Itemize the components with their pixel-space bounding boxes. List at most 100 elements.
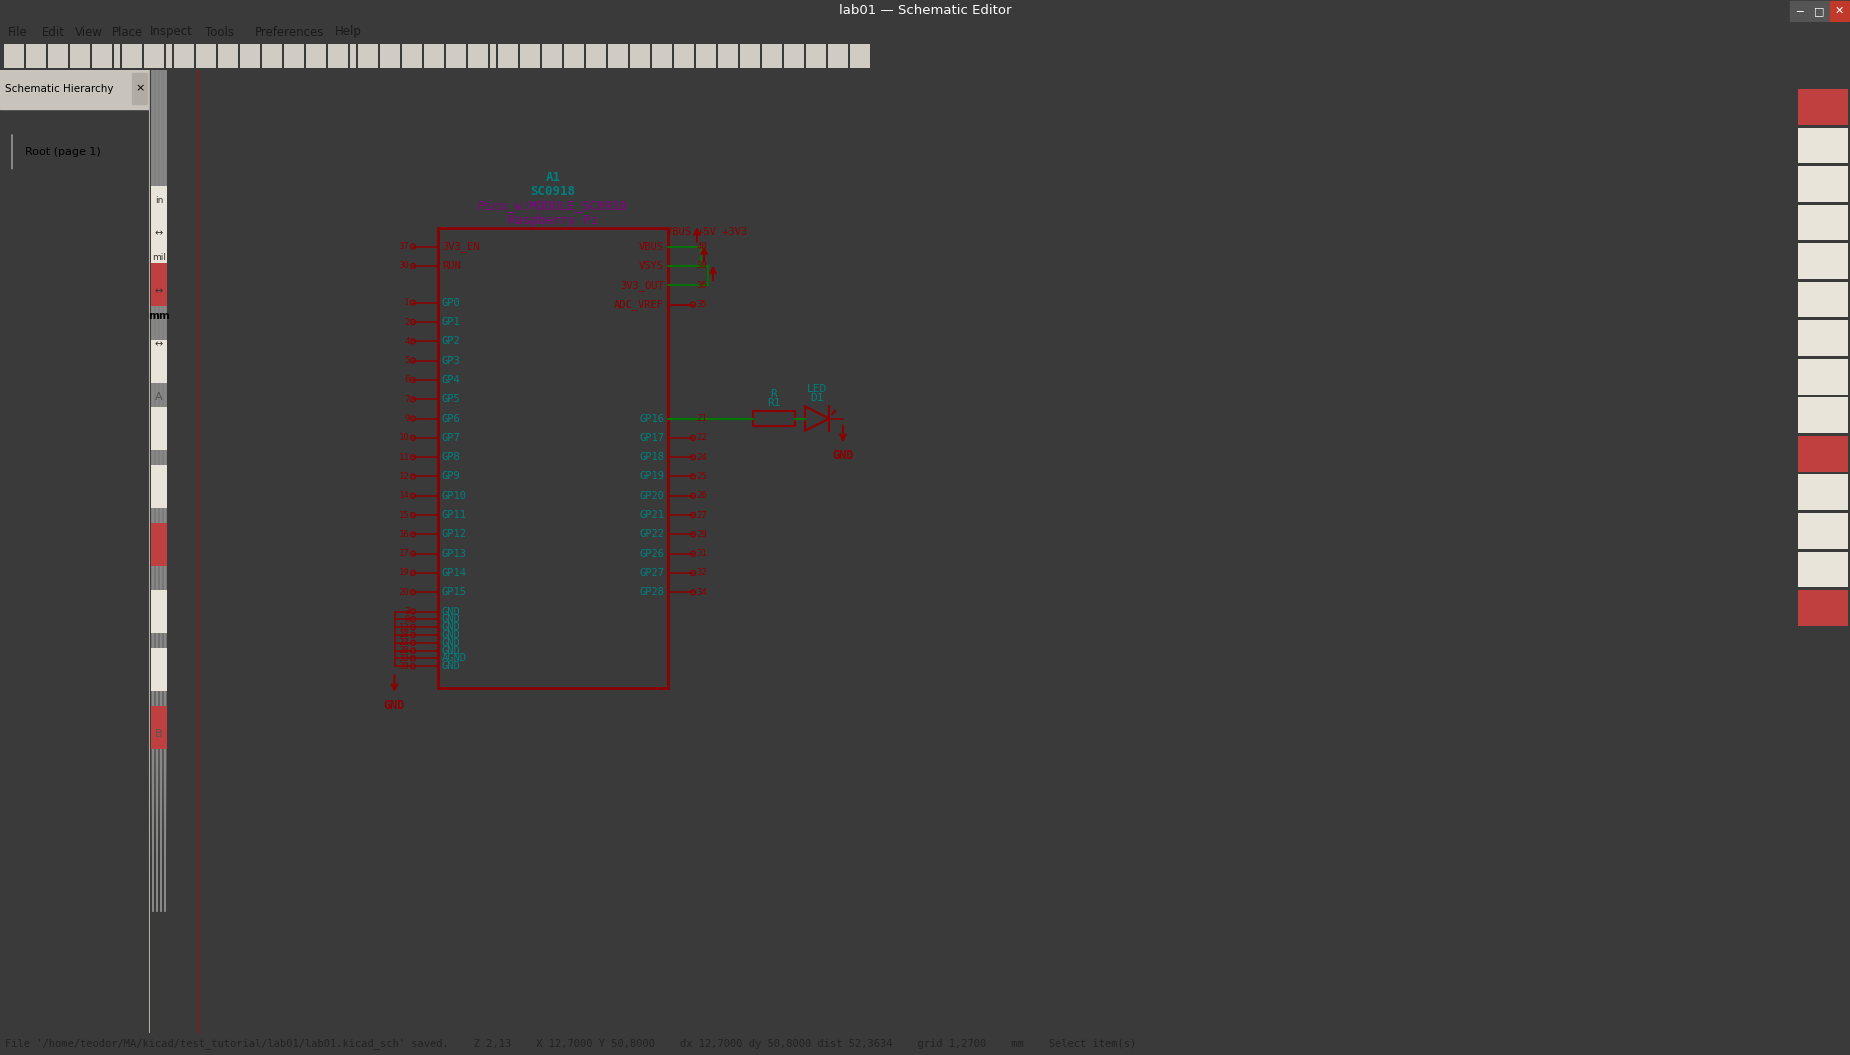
Text: lab01 — Schematic Editor: lab01 — Schematic Editor <box>838 4 1012 18</box>
Bar <box>1798 513 1848 549</box>
Text: 22: 22 <box>696 434 707 442</box>
Bar <box>438 228 668 688</box>
Bar <box>1798 282 1848 318</box>
Text: 33: 33 <box>400 654 409 663</box>
Bar <box>152 522 166 565</box>
Text: 3V3_OUT: 3V3_OUT <box>620 280 664 291</box>
Bar <box>122 44 142 68</box>
Text: GP28: GP28 <box>638 588 664 597</box>
Bar <box>849 44 870 68</box>
Text: GP26: GP26 <box>638 549 664 559</box>
Bar <box>564 44 585 68</box>
Bar <box>240 44 261 68</box>
Bar <box>152 706 166 749</box>
Text: GP11: GP11 <box>442 510 466 520</box>
Text: 10: 10 <box>400 434 409 442</box>
Text: mm: mm <box>148 310 170 321</box>
Text: GP21: GP21 <box>638 510 664 520</box>
Text: ─: ─ <box>1796 6 1804 16</box>
Text: 27: 27 <box>696 511 707 519</box>
Text: 2: 2 <box>403 318 409 327</box>
Bar <box>1791 1 1809 21</box>
Bar <box>152 590 166 633</box>
Text: GP7: GP7 <box>442 433 461 443</box>
Text: 34: 34 <box>696 588 707 597</box>
Text: Schematic Hierarchy: Schematic Hierarchy <box>6 84 113 94</box>
Text: 6: 6 <box>403 376 409 384</box>
Text: AGND: AGND <box>442 653 466 664</box>
Text: GND: GND <box>383 698 405 711</box>
Bar <box>0 70 150 109</box>
Text: View: View <box>76 25 104 38</box>
Bar <box>152 648 166 691</box>
Bar <box>401 44 422 68</box>
Text: ↔: ↔ <box>155 340 163 349</box>
Bar <box>26 44 46 68</box>
Text: GND: GND <box>442 607 461 616</box>
Text: 18: 18 <box>400 631 409 639</box>
Text: GND: GND <box>442 630 461 640</box>
Text: Help: Help <box>335 25 363 38</box>
Text: GP2: GP2 <box>442 337 461 346</box>
Text: GP18: GP18 <box>638 453 664 462</box>
Bar <box>48 44 68 68</box>
Bar <box>468 44 488 68</box>
Text: 21: 21 <box>696 414 707 423</box>
Text: LED: LED <box>807 384 827 394</box>
Text: R1: R1 <box>768 398 781 408</box>
Bar <box>359 44 377 68</box>
Text: GP17: GP17 <box>638 433 664 443</box>
Text: 19: 19 <box>400 569 409 577</box>
Text: ↔: ↔ <box>155 287 163 296</box>
Text: GND: GND <box>832 448 853 462</box>
Bar <box>379 44 400 68</box>
Text: 35: 35 <box>696 300 707 309</box>
Bar <box>218 44 239 68</box>
Text: □: □ <box>1815 6 1824 16</box>
Bar <box>152 186 166 229</box>
Bar <box>1798 590 1848 626</box>
Bar <box>4 44 24 68</box>
Text: D1: D1 <box>810 394 823 403</box>
Bar <box>305 44 326 68</box>
Bar <box>784 44 805 68</box>
Bar <box>718 44 738 68</box>
Text: ✕: ✕ <box>1835 6 1844 16</box>
Bar <box>166 44 172 68</box>
Text: B: B <box>155 729 163 740</box>
Bar <box>631 44 649 68</box>
Bar <box>753 411 796 425</box>
Text: ADC_VREF: ADC_VREF <box>614 300 664 310</box>
Bar <box>152 407 166 450</box>
Bar <box>609 44 627 68</box>
Bar <box>1798 244 1848 279</box>
Text: 23: 23 <box>400 638 409 648</box>
Text: 5: 5 <box>403 357 409 365</box>
Bar <box>498 44 518 68</box>
Text: GND: GND <box>442 638 461 648</box>
Text: 7: 7 <box>403 395 409 404</box>
Bar <box>520 44 540 68</box>
Bar <box>1830 1 1848 21</box>
Text: Inspect: Inspect <box>150 25 192 38</box>
Bar <box>1798 128 1848 164</box>
Text: 25: 25 <box>696 472 707 481</box>
Text: 30: 30 <box>400 262 409 270</box>
Text: 3: 3 <box>403 607 409 616</box>
Bar <box>92 44 113 68</box>
Text: ×: × <box>135 83 144 93</box>
Text: Place: Place <box>113 25 142 38</box>
Text: 37: 37 <box>400 243 409 251</box>
Bar <box>586 44 607 68</box>
Text: GP3: GP3 <box>442 356 461 366</box>
Text: GP19: GP19 <box>638 472 664 481</box>
Text: GP16: GP16 <box>638 414 664 423</box>
Text: 16: 16 <box>400 530 409 539</box>
Text: GP10: GP10 <box>442 491 466 501</box>
Text: 26: 26 <box>696 492 707 500</box>
Bar <box>807 44 825 68</box>
Bar <box>350 44 355 68</box>
Bar <box>1798 205 1848 241</box>
Text: 31: 31 <box>696 550 707 558</box>
Text: VBUS +5V +3V3: VBUS +5V +3V3 <box>666 227 747 237</box>
